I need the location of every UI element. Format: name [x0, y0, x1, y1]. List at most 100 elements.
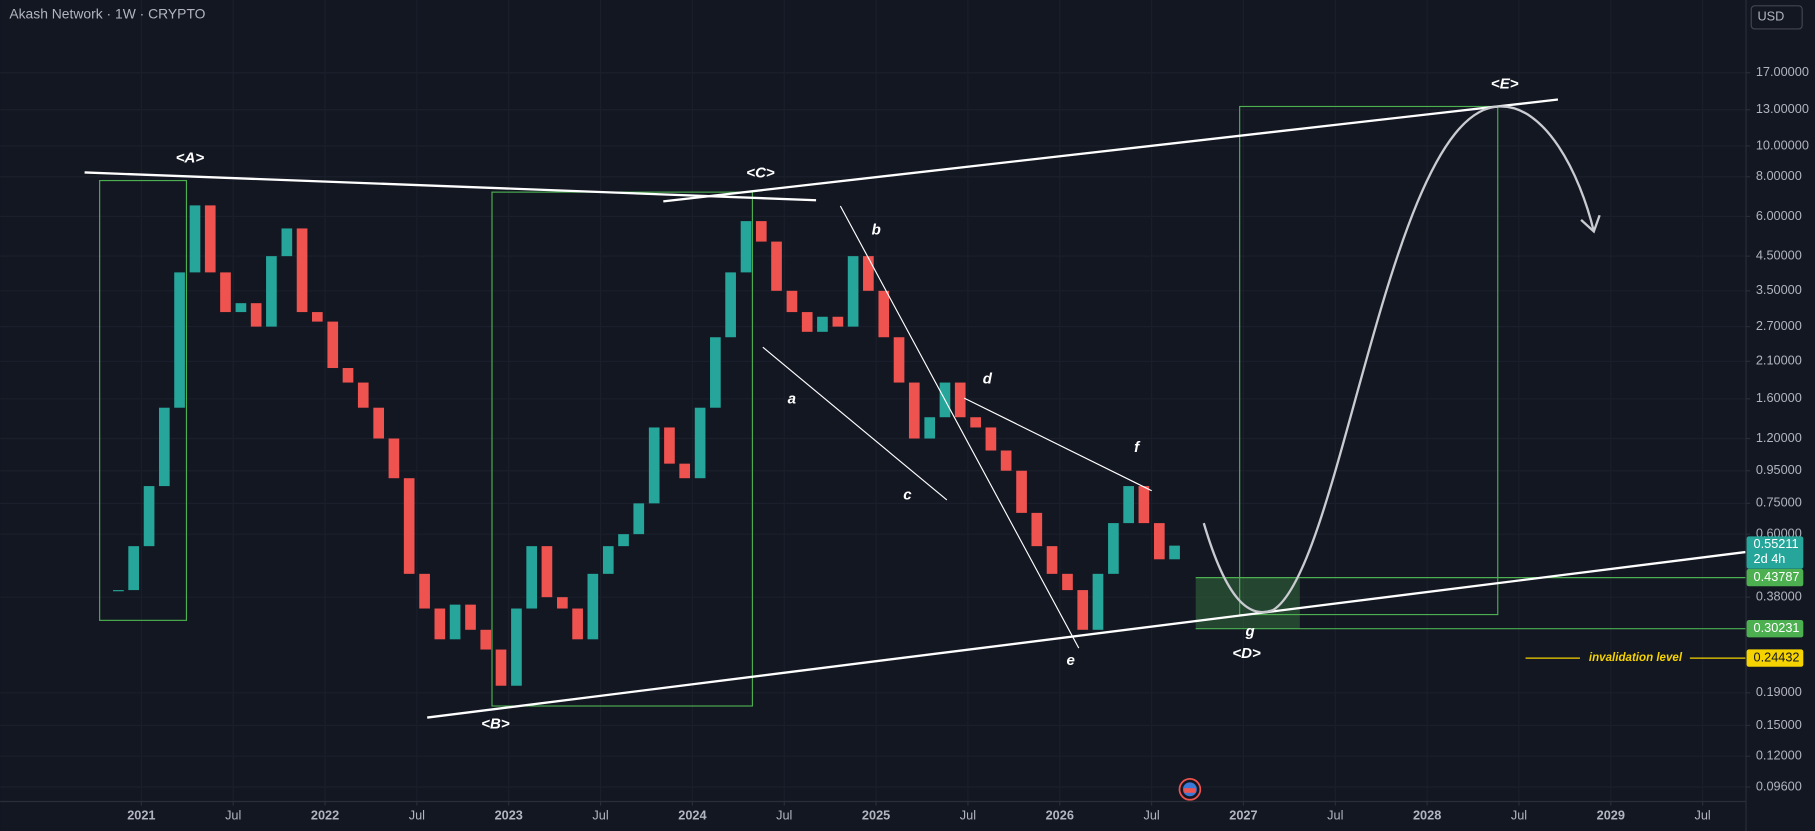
candle — [710, 337, 721, 408]
price-label: 0.30231 — [1754, 620, 1800, 635]
candle — [679, 463, 691, 479]
candle — [311, 312, 323, 322]
candle — [480, 629, 492, 650]
candle — [296, 228, 308, 313]
candle — [1016, 470, 1027, 513]
candle — [266, 256, 277, 327]
price-label: 0.43787 — [1754, 569, 1800, 584]
candle — [633, 503, 645, 535]
candle — [449, 604, 461, 640]
candle — [694, 407, 706, 479]
x-tick-label: 2022 — [311, 807, 339, 822]
candle — [388, 438, 400, 479]
y-tick-label: 17.00000 — [1756, 64, 1809, 79]
x-tick-label: 2023 — [495, 807, 523, 822]
y-tick-label: 0.75000 — [1756, 495, 1802, 510]
trend-lines — [84, 98, 1746, 719]
y-axis: 17.00000 13.00000 10.00000 8.00000 6.00000 4.… — [1745, 64, 1809, 793]
x-tick-label: 2026 — [1046, 807, 1074, 822]
x-tick-label: Jul — [960, 807, 976, 822]
candle — [373, 407, 385, 439]
candle — [204, 205, 216, 273]
candle — [817, 316, 828, 332]
event-flag[interactable] — [1178, 778, 1202, 801]
y-tick-label: 0.19000 — [1756, 684, 1802, 699]
candle — [908, 382, 920, 439]
candle — [618, 534, 629, 547]
y-tick-label: 8.00000 — [1756, 168, 1802, 183]
candle — [664, 427, 675, 464]
candle — [878, 290, 890, 338]
target-zone — [1195, 577, 1300, 629]
candle — [572, 608, 583, 640]
price-label-box — [1746, 620, 1804, 638]
annotation: g — [1244, 623, 1254, 640]
candle — [602, 546, 614, 574]
x-tick-label: Jul — [776, 807, 792, 822]
box — [99, 179, 188, 621]
candle — [174, 272, 185, 408]
annotations: <A> <B> <C> <D> <E> a b c d e f g — [176, 75, 1519, 732]
x-tick-label: Jul — [592, 807, 608, 822]
price-label-box — [1746, 649, 1804, 667]
x-tick-label: Jul — [1511, 807, 1527, 822]
candle — [985, 427, 997, 451]
y-tick-label: 10.00000 — [1756, 137, 1809, 152]
candle — [1123, 486, 1134, 524]
candle — [403, 478, 415, 574]
candle — [1153, 523, 1165, 560]
candle — [863, 256, 874, 291]
arrow-head — [1580, 214, 1601, 234]
trend-line — [84, 171, 817, 202]
candle — [740, 221, 752, 273]
candle — [327, 321, 339, 369]
annotation: <A> — [176, 150, 205, 167]
projection-path — [1202, 105, 1595, 614]
y-tick-label: 13.00000 — [1756, 101, 1809, 116]
candle — [648, 427, 660, 504]
candle — [786, 290, 798, 313]
grid — [0, 0, 1745, 801]
candle — [357, 382, 369, 408]
candle — [1046, 546, 1058, 574]
candle — [1169, 545, 1180, 560]
candle — [1031, 512, 1043, 547]
annotation: a — [788, 390, 796, 407]
y-tick-label: 2.10000 — [1756, 353, 1802, 368]
y-tick-label: 0.15000 — [1756, 717, 1802, 732]
candle — [250, 303, 262, 327]
x-tick-label: 2029 — [1597, 807, 1625, 822]
last-price-box — [1746, 536, 1804, 569]
chart-title: Akash Network · 1W · CRYPTO — [9, 6, 205, 22]
countdown: 2d 4h — [1754, 551, 1786, 566]
candle — [495, 649, 507, 686]
trend-line — [427, 550, 1746, 719]
x-tick-label: 2021 — [127, 807, 155, 822]
price-label-box — [1746, 568, 1804, 587]
y-tick-label: 0.12000 — [1756, 748, 1802, 763]
last-price: 0.55211 — [1754, 536, 1799, 551]
annotation: f — [1134, 439, 1141, 456]
candle — [113, 590, 124, 592]
annotation: <C> — [746, 165, 775, 182]
candle — [970, 417, 981, 428]
candle — [235, 303, 247, 313]
annotation: d — [983, 371, 993, 388]
annotation: e — [1067, 652, 1075, 669]
price-label: 0.24432 — [1754, 649, 1800, 664]
y-tick-label: 0.38000 — [1756, 589, 1802, 604]
level-label: invalidation level — [1589, 652, 1683, 664]
annotation: <D> — [1232, 645, 1261, 662]
flag-stripe — [1184, 788, 1196, 793]
y-tick-label: 0.95000 — [1756, 462, 1802, 477]
candle — [924, 417, 936, 439]
x-tick-label: Jul — [1695, 807, 1711, 822]
candle — [1077, 590, 1089, 630]
currency-button[interactable] — [1750, 5, 1803, 30]
candle — [557, 597, 568, 609]
y-tick-label: 1.20000 — [1756, 430, 1802, 445]
x-tick-label: Jul — [225, 807, 241, 822]
